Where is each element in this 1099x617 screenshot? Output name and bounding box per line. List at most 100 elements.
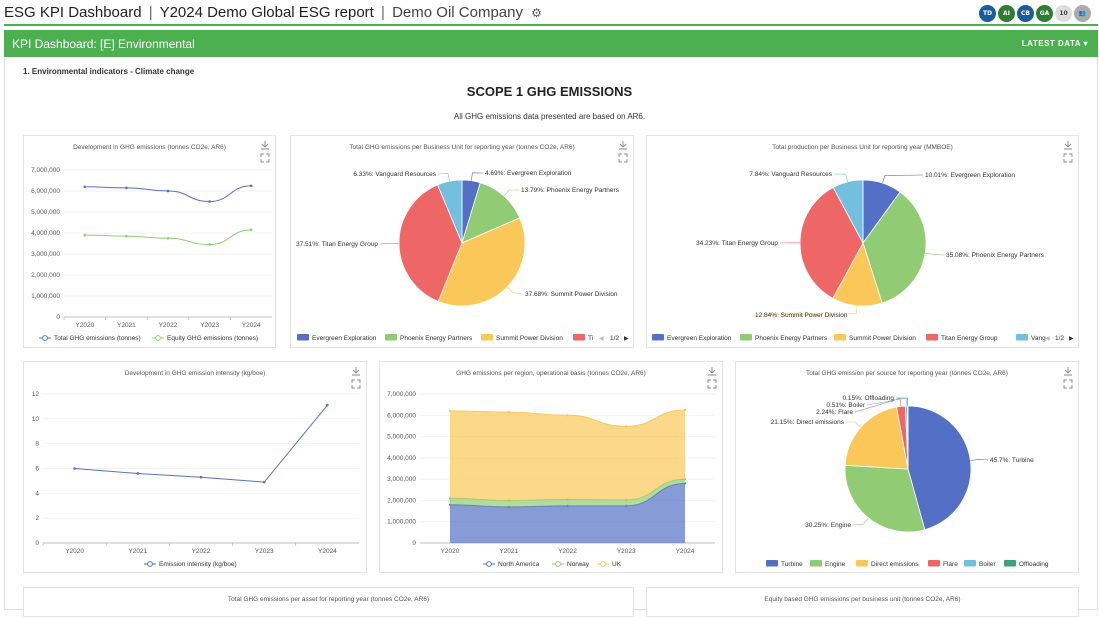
fullscreen-icon-path [708,380,716,388]
data-point [125,235,128,238]
legend-pager: 1/2 [610,335,619,342]
data-point [208,243,211,246]
download-icon[interactable] [261,141,269,149]
company-name[interactable]: Demo Oil Company [392,4,523,21]
legend-swatch [573,334,585,341]
legend-label: Turbine [781,561,803,568]
user-avatar[interactable]: TD [979,5,996,22]
slice-label: 30.25%: Engine [805,522,851,529]
legend-label: Flare [943,561,958,568]
fullscreen-icon[interactable] [1064,380,1072,388]
legend-swatch [1004,560,1016,567]
slice-label: 21.15%: Direct emissions [771,419,845,426]
legend-label: Evergreen Exploration [667,335,732,342]
title-separator: | [381,4,385,21]
label-leader [380,243,399,244]
y-tick-label: 4 [35,490,39,497]
legend-prev-icon: ◀ [599,336,604,342]
slice-label: 0.15%: Offloading [842,395,894,402]
user-avatar[interactable]: AI [998,5,1015,22]
legend-swatch [810,560,822,567]
data-point [566,414,568,416]
x-tick-label: Y2021 [499,548,518,555]
fullscreen-icon[interactable] [352,380,360,388]
label-leader [925,253,944,255]
download-icon[interactable] [1064,367,1072,375]
data-point [250,184,253,187]
fullscreen-icon-path [261,154,269,162]
legend-label: Ti [588,335,593,342]
legend-label: Phoenix Energy Partners [400,335,473,342]
section-title: 1. Environmental indicators - Climate ch… [23,67,194,76]
users-icon[interactable]: 👥 [1074,5,1091,22]
legend-swatch [926,334,938,341]
fullscreen-icon[interactable] [1064,154,1072,162]
user-avatar[interactable]: GA [1036,5,1053,22]
slice-label: 2.24%: Flare [816,409,853,416]
legend-label: Boiler [979,561,996,568]
x-tick-label: Y2024 [242,322,261,329]
legend-label: Phoenix Energy Partners [755,335,828,342]
legend-swatch [766,560,778,567]
download-icon[interactable] [352,367,360,375]
slice-label: 45.7%: Turbine [990,457,1034,464]
download-icon-path [708,367,716,375]
data-point [326,404,329,407]
download-icon[interactable] [708,367,716,375]
legend-swatch [297,334,309,341]
y-tick-label: 6,000,000 [31,188,60,195]
y-tick-label: 4,000,000 [31,230,60,237]
y-tick-label: 2 [35,515,39,522]
legend-label: Direct emissions [871,561,919,568]
legend-swatch [481,334,493,341]
chart-card-emission-intensity: Development in GHG emission intensity (k… [23,361,367,573]
chart-svg: 01,000,0002,000,0003,000,0004,000,0005,0… [24,136,275,347]
data-point [167,190,170,193]
slice-label: 35.08%: Phoenix Energy Partners [946,252,1045,259]
download-icon[interactable] [1064,141,1072,149]
y-tick-label: 0 [35,540,39,547]
gear-icon[interactable]: ⚙ [531,6,542,20]
legend-swatch [834,334,846,341]
x-tick-label: Y2023 [200,322,219,329]
y-tick-label: 10 [32,416,40,423]
chart-svg: 01,000,0002,000,0003,000,0004,000,0005,0… [380,362,722,572]
download-icon-path [352,367,360,375]
fullscreen-icon[interactable] [261,154,269,162]
latest-data-dropdown[interactable]: LATEST DATA ▾ [1022,39,1088,48]
slice-label: 7.84%: Vanguard Resources [749,171,832,178]
area-band [450,410,685,500]
user-avatar[interactable]: 10 [1055,5,1072,22]
x-tick-label: Y2021 [128,548,147,555]
legend-marker [556,562,561,567]
scope-subtitle: All GHG emissions data presented are bas… [0,112,1099,121]
chart-card-ghg-development: Development in GHG emissions (tonnes CO2… [23,135,276,348]
y-tick-label: 6 [35,466,39,473]
chart-card-production-per-bu: Total production per Business Unit for r… [646,135,1079,348]
y-tick-label: 1,000,000 [387,519,416,526]
fullscreen-icon[interactable] [708,380,716,388]
report-name[interactable]: Y2024 Demo Global ESG report [160,4,374,21]
download-icon[interactable] [619,141,627,149]
legend-label: Equity GHG emissions (tonnes) [167,335,258,342]
user-avatar[interactable]: CB [1017,5,1034,22]
fullscreen-icon-path [1064,154,1072,162]
y-tick-label: 5,000,000 [31,209,60,216]
x-tick-label: Y2024 [318,548,337,555]
y-tick-label: 5,000,000 [387,434,416,441]
x-tick-label: Y2024 [676,548,695,555]
chart-title: Equity based GHG emissions per business … [647,596,1078,603]
label-leader [853,518,868,525]
data-point [250,229,253,232]
header-divider [4,24,1098,26]
legend-marker [156,336,161,341]
data-point [137,472,140,475]
fullscreen-icon[interactable] [619,154,627,162]
y-tick-label: 0 [412,540,416,547]
x-tick-label: Y2020 [65,548,84,555]
legend-label: North America [498,561,540,568]
label-leader [438,173,450,181]
x-tick-label: Y2023 [617,548,636,555]
